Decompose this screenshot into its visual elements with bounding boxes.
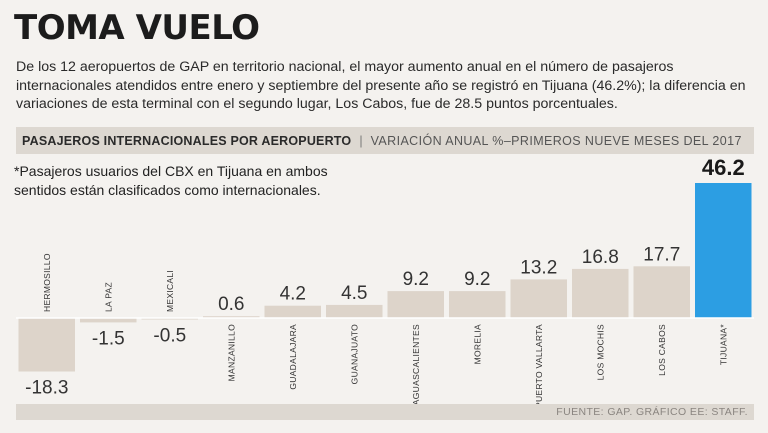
category-label-aguascalientes: AGUASCALIENTES	[411, 324, 421, 405]
value-label-hermosillo: -18.3	[25, 378, 68, 399]
footnote: *Pasajeros usuarios del CBX en Tijuana e…	[14, 163, 328, 198]
value-label-aguascalientes: 9.2	[403, 269, 429, 290]
chart-subtitle: VARIACIÓN ANUAL %–PRIMEROS NUEVE MESES D…	[370, 133, 742, 148]
value-label-guadalajara: 4.2	[280, 284, 306, 305]
value-label-mexicali: -0.5	[153, 326, 186, 347]
bar-hermosillo	[18, 318, 75, 372]
bar-la-paz	[80, 318, 137, 323]
bar-tijuana	[695, 183, 752, 318]
bar-los-mochis	[572, 268, 629, 318]
bar-guanajuato	[326, 304, 383, 318]
bar-los-cabos	[633, 266, 690, 318]
source-text: FUENTE: GAP. GRÁFICO EE: STAFF.	[556, 406, 748, 418]
subheader-separator: |	[359, 133, 363, 148]
category-label-morelia: MORELIA	[472, 324, 482, 364]
bar-morelia	[449, 291, 506, 318]
bar-guadalajara	[264, 305, 321, 318]
value-label-los-mochis: 16.8	[582, 247, 619, 268]
category-label-puerto-vallarta: PUERTO VALLARTA	[534, 324, 544, 408]
value-label-la-paz: -1.5	[92, 328, 125, 349]
category-label-guanajuato: GUANAJUATO	[349, 324, 359, 384]
bar-aguascalientes	[387, 291, 444, 318]
source-bar: FUENTE: GAP. GRÁFICO EE: STAFF.	[16, 404, 754, 420]
value-label-los-cabos: 17.7	[643, 244, 680, 265]
chart-title: PASAJEROS INTERNACIONALES POR AEROPUERTO	[22, 133, 352, 148]
page-title: TOMA VUELO	[14, 8, 260, 48]
bars-layer	[18, 183, 752, 372]
bar-manzanillo	[203, 316, 260, 318]
category-label-los-cabos: LOS CABOS	[657, 324, 667, 376]
value-label-manzanillo: 0.6	[218, 294, 244, 315]
category-label-tijuana: TIJUANA*	[718, 324, 728, 366]
value-label-guanajuato: 4.5	[341, 283, 367, 304]
bar-puerto-vallarta	[510, 279, 567, 318]
category-label-mexicali: MEXICALI	[165, 270, 175, 312]
intro-paragraph: De los 12 aeropuertos de GAP en territor…	[16, 59, 746, 112]
value-label-puerto-vallarta: 13.2	[520, 257, 557, 278]
category-label-guadalajara: GUADALAJARA	[288, 324, 298, 390]
category-label-la-paz: LA PAZ	[103, 282, 113, 312]
chart-subheader: PASAJEROS INTERNACIONALES POR AEROPUERTO…	[16, 127, 754, 154]
value-label-tijuana: 46.2	[702, 155, 745, 180]
value-label-morelia: 9.2	[464, 269, 490, 290]
category-label-hermosillo: HERMOSILLO	[42, 253, 52, 312]
category-label-los-mochis: LOS MOCHIS	[595, 324, 605, 380]
category-label-manzanillo: MANZANILLO	[226, 324, 236, 381]
labels-layer: -18.3 HERMOSILLO -1.5 LA PAZ -0.5 MEXICALI 0.6…	[25, 155, 745, 408]
